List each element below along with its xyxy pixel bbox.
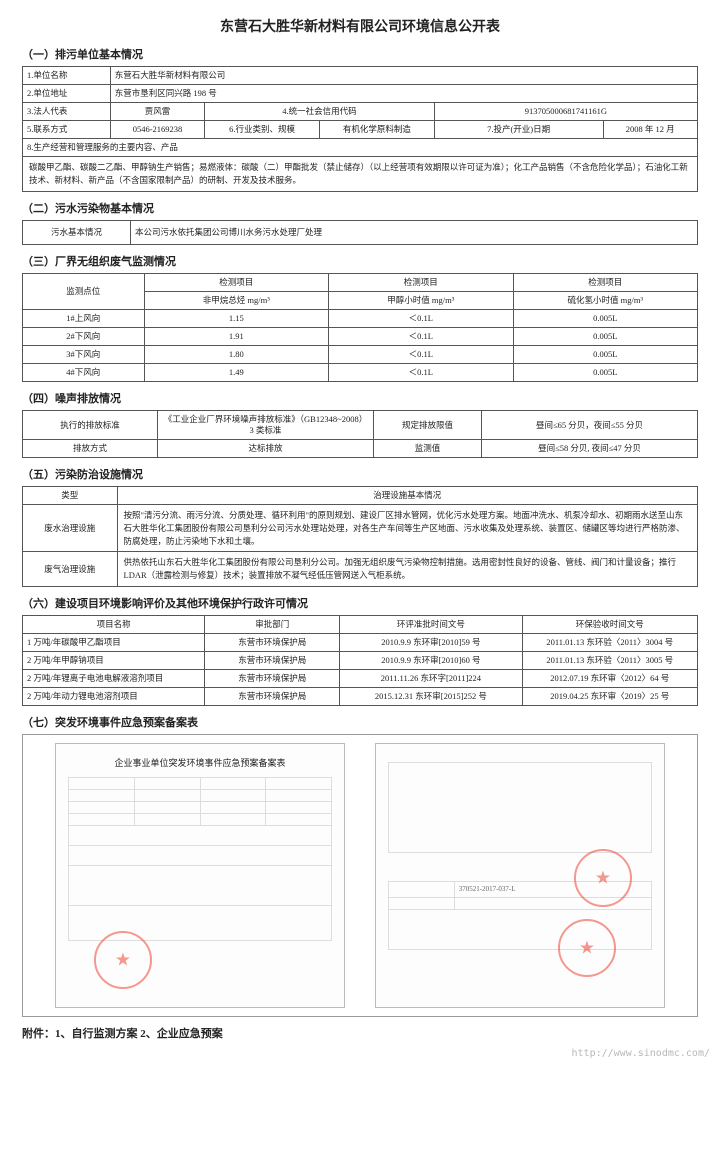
section6-table: 项目名称 审批部门 环评准批时间文号 环保验收时间文号 1 万吨/年碳酸甲乙酯项… — [22, 615, 698, 706]
s1-v5: 0546-2169238 — [110, 121, 205, 139]
s6-h2: 审批部门 — [205, 615, 340, 633]
s1-v3: 贾风雷 — [110, 103, 205, 121]
s1-l8: 8.生产经营和管理服务的主要内容、产品 — [23, 139, 698, 157]
section2-title: （二）污水污染物基本情况 — [22, 200, 698, 216]
s6-a: 2 万吨/年动力锂电池溶剂项目 — [23, 688, 205, 706]
s5-r2r: 供热依托山东石大胜华化工集团股份有限公司垦利分公司。加强无组织废气污染物控制措施… — [117, 552, 698, 587]
s6-a: 1 万吨/年碳酸甲乙酯项目 — [23, 634, 205, 652]
s3-b: ＜0.1L — [329, 327, 514, 345]
s4-l1: 执行的排放标准 — [23, 411, 158, 440]
section6-title: （六）建设项目环境影响评价及其他环境保护行政许可情况 — [22, 595, 698, 611]
s4-v3: 达标排放 — [158, 440, 374, 458]
s6-h1: 项目名称 — [23, 615, 205, 633]
s5-hl: 类型 — [23, 487, 118, 505]
s6-b: 东营市环境保护局 — [205, 652, 340, 670]
section4-title: （四）噪声排放情况 — [22, 390, 698, 406]
s6-b: 东营市环境保护局 — [205, 670, 340, 688]
s6-b: 东营市环境保护局 — [205, 634, 340, 652]
s3-point: 1#上风向 — [23, 309, 145, 327]
s3-a: 1.15 — [144, 309, 329, 327]
s3-h-item2: 检测项目 — [329, 273, 514, 291]
footer-url: http://www.sinodmc.com/ — [0, 1048, 720, 1059]
s1-l2: 2.单位地址 — [23, 85, 111, 103]
s6-c: 2011.11.26 东环字[2011]224 — [340, 670, 522, 688]
s3-b: ＜0.1L — [329, 363, 514, 381]
s4-v2: 昼间≤65 分贝，夜间≤55 分贝 — [482, 411, 698, 440]
s1-l5: 5.联系方式 — [23, 121, 111, 139]
s4-v4: 昼间≤58 分贝, 夜间≤47 分贝 — [482, 440, 698, 458]
s6-c: 2010.9.9 东环审[2010]59 号 — [340, 634, 522, 652]
s1-l3: 3.法人代表 — [23, 103, 111, 121]
s1-v1: 东营石大胜华新材料有限公司 — [110, 67, 697, 85]
s3-a: 1.49 — [144, 363, 329, 381]
s1-l7: 7.投产(开业)日期 — [434, 121, 603, 139]
s3-point: 3#下风向 — [23, 345, 145, 363]
filing-form-right: ★ 370521-2017-037-L ★ — [375, 743, 665, 1008]
s3-u1: 非甲烷总烃 mg/m³ — [144, 291, 329, 309]
section3-title: （三）厂界无组织废气监测情况 — [22, 253, 698, 269]
s3-point: 4#下风向 — [23, 363, 145, 381]
s6-a: 2 万吨/年甲醇钠项目 — [23, 652, 205, 670]
s6-d: 2011.01.13 东环验〈2011〉3005 号 — [522, 652, 698, 670]
s3-b: ＜0.1L — [329, 345, 514, 363]
s6-a: 2 万吨/年锂离子电池电解液溶剂项目 — [23, 670, 205, 688]
s1-note: 碳酸甲乙酯、碳酸二乙酯、甲醇钠生产销售；易燃液体：碳酸（二）甲酯批发（禁止储存）… — [23, 157, 698, 192]
s2-l: 污水基本情况 — [23, 220, 131, 244]
s5-hr: 治理设施基本情况 — [117, 487, 698, 505]
section5-table: 类型治理设施基本情况 废水治理设施按照"清污分流、雨污分流、分质处理、循环利用"… — [22, 486, 698, 587]
red-stamp-icon: ★ — [558, 919, 616, 977]
attachments-line: 附件：1、自行监测方案 2、企业应急预案 — [22, 1025, 698, 1041]
s2-v: 本公司污水依托集团公司博川水务污水处理厂处理 — [131, 220, 698, 244]
s3-c: 0.005L — [513, 309, 698, 327]
s6-h3: 环评准批时间文号 — [340, 615, 522, 633]
s1-l6: 6.行业类别、规模 — [205, 121, 320, 139]
section1-table: 1.单位名称东营石大胜华新材料有限公司 2.单位地址东营市垦利区同兴路 198 … — [22, 66, 698, 192]
section7-image-container: 企业事业单位突发环境事件应急预案备案表 ★ ★ 370521-2017-037-… — [22, 734, 698, 1017]
document-page: 东营石大胜华新材料有限公司环境信息公开表 （一）排污单位基本情况 1.单位名称东… — [0, 0, 720, 1046]
s6-d: 2019.04.25 东环审〈2019〉25 号 — [522, 688, 698, 706]
red-stamp-icon: ★ — [574, 849, 632, 907]
s3-a: 1.91 — [144, 327, 329, 345]
s3-h-point: 监测点位 — [23, 273, 145, 309]
s3-c: 0.005L — [513, 327, 698, 345]
section2-table: 污水基本情况本公司污水依托集团公司博川水务污水处理厂处理 — [22, 220, 698, 245]
s4-v1: 《工业企业厂界环境噪声排放标准》（GB12348~2008）3 类标准 — [158, 411, 374, 440]
document-title: 东营石大胜华新材料有限公司环境信息公开表 — [22, 16, 698, 36]
red-stamp-icon: ★ — [94, 931, 152, 989]
s4-l3: 排放方式 — [23, 440, 158, 458]
s5-r2l: 废气治理设施 — [23, 552, 118, 587]
s3-point: 2#下风向 — [23, 327, 145, 345]
section7-title: （七）突发环境事件应急预案备案表 — [22, 714, 698, 730]
s4-l2: 规定排放限值 — [374, 411, 482, 440]
s4-l4: 监测值 — [374, 440, 482, 458]
s1-v7: 2008 年 12 月 — [603, 121, 698, 139]
s6-c: 2015.12.31 东环审[2015]252 号 — [340, 688, 522, 706]
s5-r1l: 废水治理设施 — [23, 505, 118, 552]
s3-c: 0.005L — [513, 345, 698, 363]
mock-left-title: 企业事业单位突发环境事件应急预案备案表 — [68, 756, 332, 769]
s3-c: 0.005L — [513, 363, 698, 381]
s3-u3: 硫化氢小时值 mg/m³ — [513, 291, 698, 309]
s6-d: 2011.01.13 东环验〈2011〉3004 号 — [522, 634, 698, 652]
filing-form-left: 企业事业单位突发环境事件应急预案备案表 ★ — [55, 743, 345, 1008]
s3-b: ＜0.1L — [329, 309, 514, 327]
section1-title: （一）排污单位基本情况 — [22, 46, 698, 62]
s1-v6: 有机化学原料制造 — [320, 121, 435, 139]
s1-v4: 913705000681741161G — [434, 103, 697, 121]
section5-title: （五）污染防治设施情况 — [22, 466, 698, 482]
s6-h4: 环保验收时间文号 — [522, 615, 698, 633]
s6-c: 2010.9.9 东环审[2010]60 号 — [340, 652, 522, 670]
s6-d: 2012.07.19 东环审〈2012〉64 号 — [522, 670, 698, 688]
section4-table: 执行的排放标准 《工业企业厂界环境噪声排放标准》（GB12348~2008）3 … — [22, 410, 698, 458]
s5-r1r: 按照"清污分流、雨污分流、分质处理、循环利用"的原则规划、建设厂区排水管网，优化… — [117, 505, 698, 552]
s1-l1: 1.单位名称 — [23, 67, 111, 85]
s3-a: 1.80 — [144, 345, 329, 363]
s3-u2: 甲醇小时值 mg/m³ — [329, 291, 514, 309]
s3-h-item3: 检测项目 — [513, 273, 698, 291]
s3-h-item1: 检测项目 — [144, 273, 329, 291]
s1-v2: 东营市垦利区同兴路 198 号 — [110, 85, 697, 103]
s6-b: 东营市环境保护局 — [205, 688, 340, 706]
s1-l4: 4.统一社会信用代码 — [205, 103, 435, 121]
section3-table: 监测点位 检测项目 检测项目 检测项目 非甲烷总烃 mg/m³ 甲醇小时值 mg… — [22, 273, 698, 382]
